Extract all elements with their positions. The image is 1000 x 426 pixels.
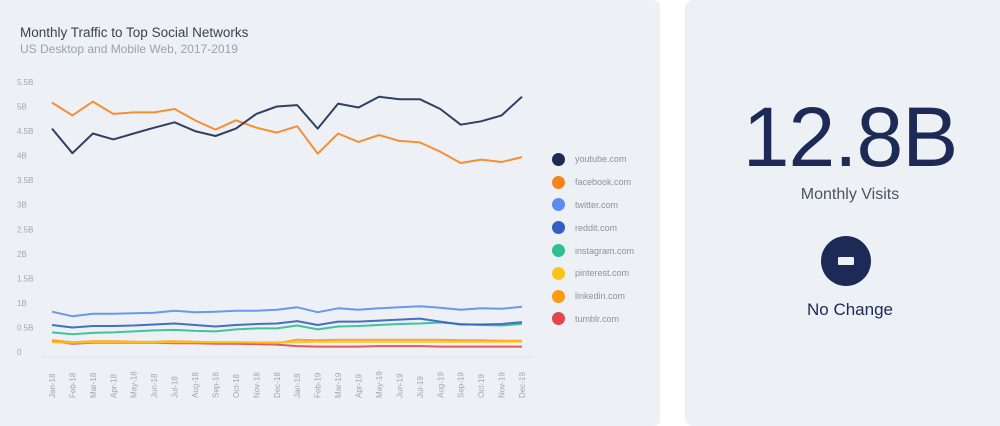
x-tick-label: Nov-18	[252, 372, 261, 398]
y-tick-label: 0.5B	[17, 323, 33, 332]
x-tick-label: Mar-18	[89, 372, 98, 398]
legend-label: twitter.com	[575, 199, 619, 210]
legend-label: instagram.com	[575, 245, 635, 256]
series-line-twitter	[51, 305, 523, 318]
y-tick-label: 5B	[17, 103, 27, 112]
legend-swatch	[552, 289, 565, 303]
minus-circle-icon	[821, 236, 871, 286]
kpi-panel: 12.8B Monthly Visits No Change	[685, 0, 1000, 426]
x-tick-label: Dec-19	[518, 372, 527, 398]
series-line-facebook	[51, 100, 523, 164]
y-tick-label: 3.5B	[17, 176, 33, 185]
x-tick-label: Aug-19	[436, 372, 445, 398]
legend-label: linkedin.com	[575, 291, 626, 302]
y-tick-label: 0	[17, 348, 22, 357]
x-tick-label: Sep-18	[211, 372, 220, 398]
legend-swatch	[552, 312, 565, 326]
legend-item: reddit.com	[552, 216, 634, 239]
legend-label: tumblr.com	[575, 313, 620, 324]
x-tick-label: Oct-18	[232, 373, 241, 398]
legend-item: twitter.com	[552, 194, 634, 217]
y-tick-label: 4B	[17, 152, 27, 161]
chart-title: Monthly Traffic to Top Social Networks	[20, 25, 249, 40]
x-tick-label: Jul-19	[416, 376, 425, 398]
x-tick-label: Feb-18	[68, 372, 77, 398]
x-tick-label: Nov-19	[498, 372, 507, 398]
legend-swatch	[552, 266, 565, 280]
legend-label: youtube.com	[575, 154, 627, 165]
y-tick-label: 4.5B	[17, 127, 33, 136]
legend-swatch	[552, 244, 565, 258]
x-tick-label: Aug-18	[191, 372, 200, 398]
legend-item: tumblr.com	[552, 308, 634, 331]
x-tick-label: Sep-19	[457, 372, 466, 398]
legend-item: youtube.com	[552, 148, 634, 171]
x-tick-label: Jun-19	[395, 373, 404, 398]
status-label: No Change	[806, 300, 893, 319]
legend-swatch	[552, 152, 565, 166]
legend-label: pinterest.com	[575, 268, 630, 279]
y-tick-label: 2.5B	[17, 225, 33, 234]
minus-bar	[838, 257, 854, 265]
legend-item: pinterest.com	[552, 262, 634, 285]
x-tick-label: May-18	[130, 371, 139, 398]
x-tick-label: Jan-19	[293, 373, 302, 398]
x-tick-label: Jan-18	[48, 373, 57, 398]
x-tick-label: Dec-18	[273, 372, 282, 398]
legend-swatch	[552, 175, 565, 189]
y-tick-label: 1B	[17, 299, 27, 308]
x-tick-label: Feb-19	[314, 372, 323, 398]
x-tick-label: Apr-19	[355, 373, 364, 398]
series-line-youtube	[51, 95, 523, 155]
y-tick-label: 5.5B	[17, 78, 33, 87]
chart-legend: youtube.com facebook.com twitter.com reddit…	[552, 148, 634, 330]
kpi-label: Monthly Visits	[800, 186, 900, 203]
legend-label: reddit.com	[575, 222, 618, 233]
series-line-pinterest	[51, 340, 522, 344]
y-tick-label: 1.5B	[17, 274, 33, 283]
x-tick-label: Apr-18	[109, 373, 118, 398]
x-tick-label: May-19	[375, 371, 384, 398]
x-tick-label: Oct-19	[477, 373, 486, 398]
legend-swatch	[552, 221, 565, 235]
chart-panel: Monthly Traffic to Top Social Networks U…	[0, 0, 660, 426]
y-tick-label: 2B	[17, 250, 27, 259]
legend-swatch	[552, 198, 565, 212]
x-tick-label: Mar-19	[334, 372, 343, 398]
series-line-reddit	[51, 317, 523, 329]
x-tick-label: Jul-18	[171, 376, 180, 398]
x-tick-label: Jun-18	[150, 373, 159, 398]
kpi-value: 12.8B	[742, 90, 959, 184]
line-chart: 0 0.5B 1B 1.5B 2B 2.5B 3B 3.5B 4B 4.5B 5B 5.5B Jan-1…	[17, 78, 532, 398]
legend-label: facebook.com	[575, 177, 632, 188]
legend-item: facebook.com	[552, 171, 634, 194]
legend-item: linkedin.com	[552, 285, 634, 308]
y-tick-label: 3B	[17, 201, 27, 210]
chart-subtitle: US Desktop and Mobile Web, 2017-2019	[20, 42, 238, 56]
legend-item: instagram.com	[552, 239, 634, 262]
series-line-instagram	[51, 321, 523, 336]
